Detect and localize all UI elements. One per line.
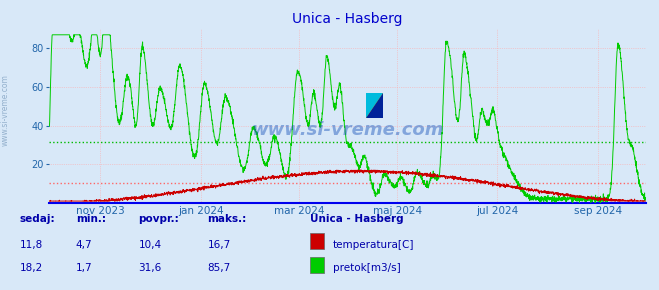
Polygon shape xyxy=(366,93,383,118)
Text: sedaj:: sedaj: xyxy=(20,214,55,224)
Text: www.si-vreme.com: www.si-vreme.com xyxy=(1,74,10,146)
Text: 4,7: 4,7 xyxy=(76,240,92,250)
Text: 11,8: 11,8 xyxy=(20,240,43,250)
Text: 31,6: 31,6 xyxy=(138,263,161,273)
Text: Unica - Hasberg: Unica - Hasberg xyxy=(310,214,403,224)
Text: maks.:: maks.: xyxy=(208,214,247,224)
Text: 18,2: 18,2 xyxy=(20,263,43,273)
Text: pretok[m3/s]: pretok[m3/s] xyxy=(333,263,401,273)
Text: 85,7: 85,7 xyxy=(208,263,231,273)
Text: povpr.:: povpr.: xyxy=(138,214,179,224)
Text: 16,7: 16,7 xyxy=(208,240,231,250)
Text: 10,4: 10,4 xyxy=(138,240,161,250)
Bar xyxy=(366,93,383,118)
Text: 1,7: 1,7 xyxy=(76,263,92,273)
Text: temperatura[C]: temperatura[C] xyxy=(333,240,415,250)
Title: Unica - Hasberg: Unica - Hasberg xyxy=(293,12,403,26)
Polygon shape xyxy=(366,93,383,118)
Text: min.:: min.: xyxy=(76,214,106,224)
Text: www.si-vreme.com: www.si-vreme.com xyxy=(251,121,444,139)
